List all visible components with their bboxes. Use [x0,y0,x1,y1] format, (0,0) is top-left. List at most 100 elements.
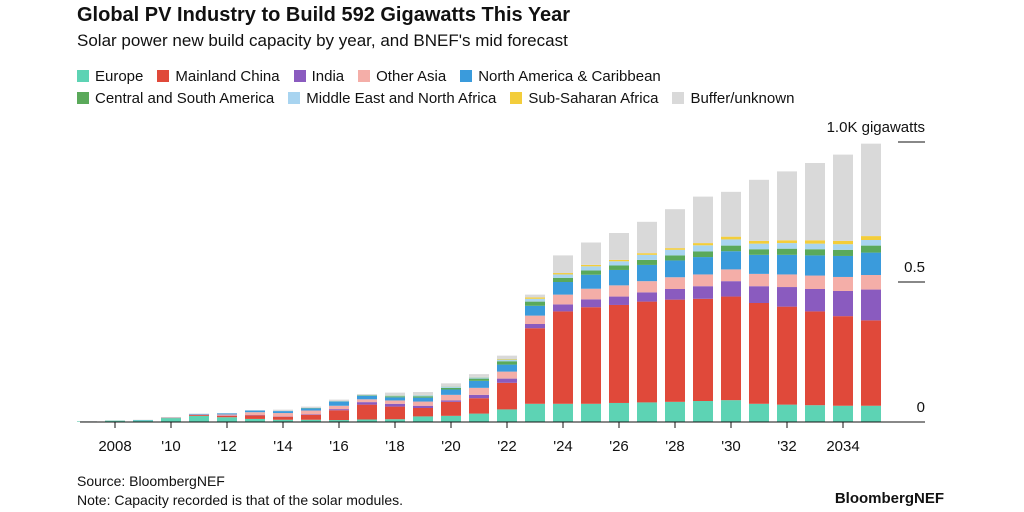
bar-segment [749,249,769,255]
bar-segment [861,275,881,290]
y-tick-label: 0.5 [904,259,925,276]
bar-segment [497,359,517,360]
bar-segment [357,419,377,422]
bar-segment [693,298,713,401]
bar-segment [497,359,517,362]
bar-segment [525,403,545,422]
bar-segment [357,395,377,400]
bar-segment [805,243,825,250]
bar-segment [581,242,601,265]
x-tick-label: '32 [777,438,797,455]
bar-segment [805,289,825,312]
bar-segment [217,417,237,422]
bar-segment [861,143,881,237]
bar-segment [833,240,853,245]
bar-segment [581,266,601,271]
bar-segment [329,405,349,410]
legend-swatch [358,70,371,82]
bar-segment [469,387,489,395]
bar-segment [553,255,573,274]
bar-segment [721,400,741,422]
x-tick-label: '30 [721,438,741,455]
bar-segment [497,409,517,422]
bar-segment [861,320,881,406]
x-tick-label: '24 [553,438,573,455]
bar-segment [161,418,181,422]
bar-segment [833,276,853,291]
bar-segment [637,301,657,403]
legend-swatch [460,70,473,82]
bar-segment [413,408,433,417]
bar-segment [861,236,881,240]
bar-segment [329,399,349,401]
legend-label: Buffer/unknown [690,90,795,107]
bar-segment [721,236,741,240]
bar-segment [581,264,601,267]
bar-segment [749,254,769,274]
bar-segment [441,389,461,395]
bar-segment [497,355,517,359]
bar-segment [301,414,321,420]
bar-segment [469,374,489,377]
bar-segment [805,275,825,289]
bar-segment [413,397,433,402]
bar-segment [525,305,545,316]
bar-segment [637,281,657,293]
bar-segment [217,414,237,416]
bar-segment [301,419,321,422]
bar-segment [693,257,713,275]
bar-segment [665,255,685,261]
bar-segment [805,311,825,406]
bar-segment [553,304,573,312]
bar-segment [693,245,713,252]
bar-segment [385,406,405,420]
bar-segment [329,410,349,421]
bar-segment [833,249,853,256]
bar-segment [637,402,657,422]
bar-segment [497,382,517,410]
legend-swatch [157,70,170,82]
bar-segment [385,400,405,404]
bar-segment [609,285,629,297]
legend-label: Central and South America [95,90,275,107]
bar-segment [665,277,685,289]
bar-segment [581,274,601,289]
bar-segment [189,415,209,416]
legend-label: Other Asia [376,68,447,85]
bar-segment [833,244,853,250]
bar-segment [553,274,573,278]
bar-segment [749,179,769,241]
bar-segment [637,259,657,265]
y-tick-label: 0 [917,399,925,416]
bar-segment [749,403,769,422]
bar-segment [525,328,545,404]
bar-segment [833,316,853,406]
bar-segment [357,402,377,405]
bar-segment [861,289,881,321]
bar-segment [637,292,657,302]
bar-segment [693,401,713,422]
bar-segment [441,400,461,402]
bar-segment [833,290,853,317]
legend-swatch [77,92,89,104]
x-tick-label: '26 [609,438,629,455]
bar-segment [385,403,405,407]
bar-segment [637,264,657,282]
legend-item: Sub-Saharan Africa [510,88,658,110]
bar-segment [581,270,601,275]
legend-swatch [293,70,306,82]
legend-item: Middle East and North Africa [288,88,496,110]
bar-segment [413,401,433,406]
bar-segment [665,289,685,300]
bar-segment [861,252,881,275]
legend-label: Mainland China [175,68,280,85]
y-tick-label: 1.0K gigawatts [827,119,925,136]
bar-segment [609,402,629,422]
bar-segment [245,410,265,413]
bar-segment [861,240,881,246]
bar-segment [469,380,489,388]
bar-segment [665,249,685,256]
bar-segment [861,245,881,253]
bar-segment [665,260,685,278]
